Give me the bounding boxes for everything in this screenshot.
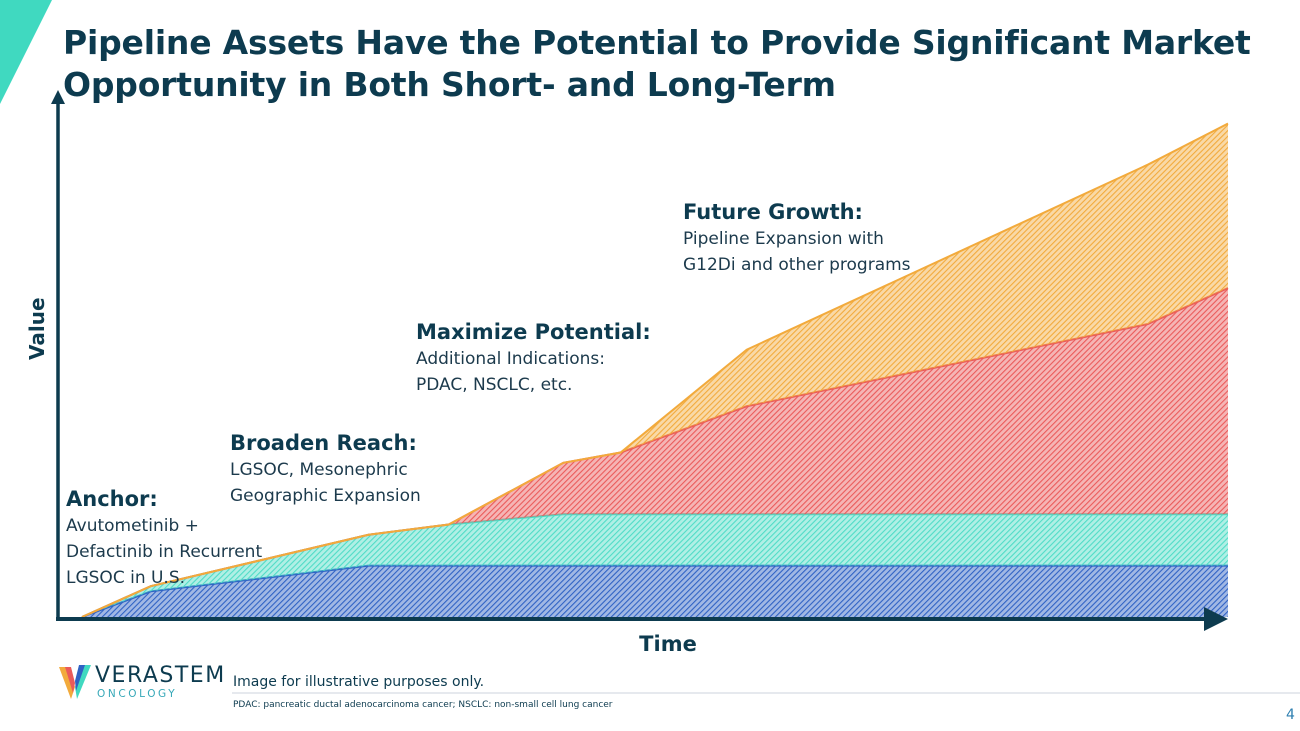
logo-subtitle: ONCOLOGY (97, 688, 178, 700)
page-number: 4 (1286, 707, 1295, 723)
annotation-anchor-line-1: Avutometinib + (66, 516, 199, 536)
disclaimer-text: Image for illustrative purposes only. (233, 674, 485, 690)
annotation-maximize: Maximize Potential: Additional Indicatio… (416, 318, 651, 398)
area-edge-future-growth (81, 122, 1229, 618)
annotation-broaden-heading: Broaden Reach: (230, 431, 417, 455)
slide-title-line-2: Opportunity in Both Short- and Long-Term (63, 65, 836, 104)
area-series-maximize-potential (82, 288, 1228, 617)
corner-accent-shape (0, 0, 52, 104)
x-axis-label: Time (639, 632, 697, 656)
annotation-anchor-line-3: LGSOC in U.S. (66, 568, 186, 588)
annotation-future-line-2: G12Di and other programs (683, 255, 911, 275)
annotation-maximize-line-1: Additional Indications: (416, 349, 605, 369)
x-axis-arrowhead (1204, 607, 1228, 631)
verastem-logo: VERASTEM ONCOLOGY (57, 661, 227, 705)
area-series-anchor (82, 565, 1228, 617)
y-axis-label: Value (25, 297, 49, 360)
annotation-broaden-line-2: Geographic Expansion (230, 486, 421, 506)
annotation-anchor-heading: Anchor: (66, 487, 158, 511)
annotation-maximize-line-2: PDAC, NSCLC, etc. (416, 375, 573, 395)
annotation-broaden: Broaden Reach: LGSOC, Mesonephric Geogra… (230, 429, 421, 509)
logo-wordmark: VERASTEM (95, 663, 226, 688)
annotation-future: Future Growth: Pipeline Expansion with G… (683, 198, 911, 278)
annotation-maximize-heading: Maximize Potential: (416, 320, 651, 344)
slide-title: Pipeline Assets Have the Potential to Pr… (63, 22, 1251, 106)
annotation-future-heading: Future Growth: (683, 200, 863, 224)
annotation-anchor-line-2: Defactinib in Recurrent (66, 542, 263, 562)
annotation-broaden-line-1: LGSOC, Mesonephric (230, 460, 408, 480)
slide-title-line-1: Pipeline Assets Have the Potential to Pr… (63, 23, 1251, 62)
annotation-anchor: Anchor: Avutometinib + Defactinib in Rec… (66, 485, 262, 591)
area-series-broaden-reach (82, 514, 1228, 617)
annotation-future-line-1: Pipeline Expansion with (683, 229, 884, 249)
verastem-v-mark-icon (59, 665, 91, 699)
footer-divider (232, 692, 1300, 694)
y-axis-arrowhead (51, 90, 65, 104)
footnote-text: PDAC: pancreatic ductal adenocarcinoma c… (233, 700, 613, 710)
